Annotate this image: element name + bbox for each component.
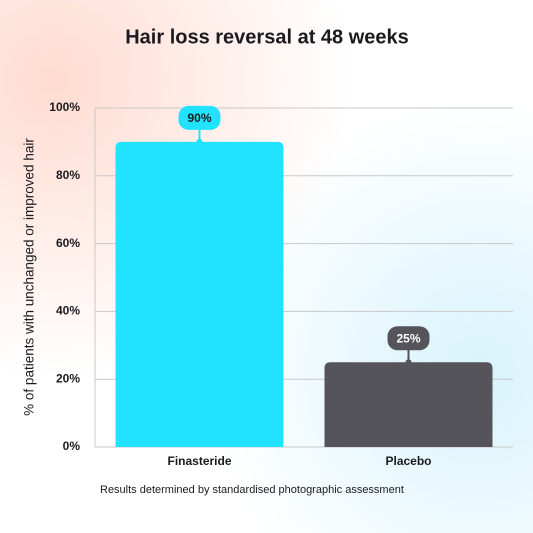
y-tick-label: 100%	[49, 100, 80, 114]
y-tick-label: 60%	[56, 236, 80, 250]
footnote: Results determined by standardised photo…	[100, 484, 404, 496]
y-tick-label: 0%	[63, 439, 81, 453]
bar	[115, 141, 284, 447]
y-axis-label: % of patients with unchanged or improved…	[22, 138, 37, 416]
chart-title: Hair loss reversal at 48 weeks	[125, 26, 409, 48]
value-label: 90%	[187, 111, 211, 125]
label-dot	[405, 359, 412, 366]
label-dot	[196, 138, 203, 145]
y-tick-label: 80%	[56, 168, 80, 182]
x-tick-label: Placebo	[385, 454, 431, 468]
value-label: 25%	[396, 331, 420, 345]
x-tick-label: Finasteride	[167, 454, 231, 468]
y-tick-label: 20%	[56, 371, 80, 385]
y-tick-label: 40%	[56, 304, 80, 318]
value-badge	[178, 105, 221, 130]
bar	[324, 362, 493, 447]
value-badge	[387, 326, 430, 351]
